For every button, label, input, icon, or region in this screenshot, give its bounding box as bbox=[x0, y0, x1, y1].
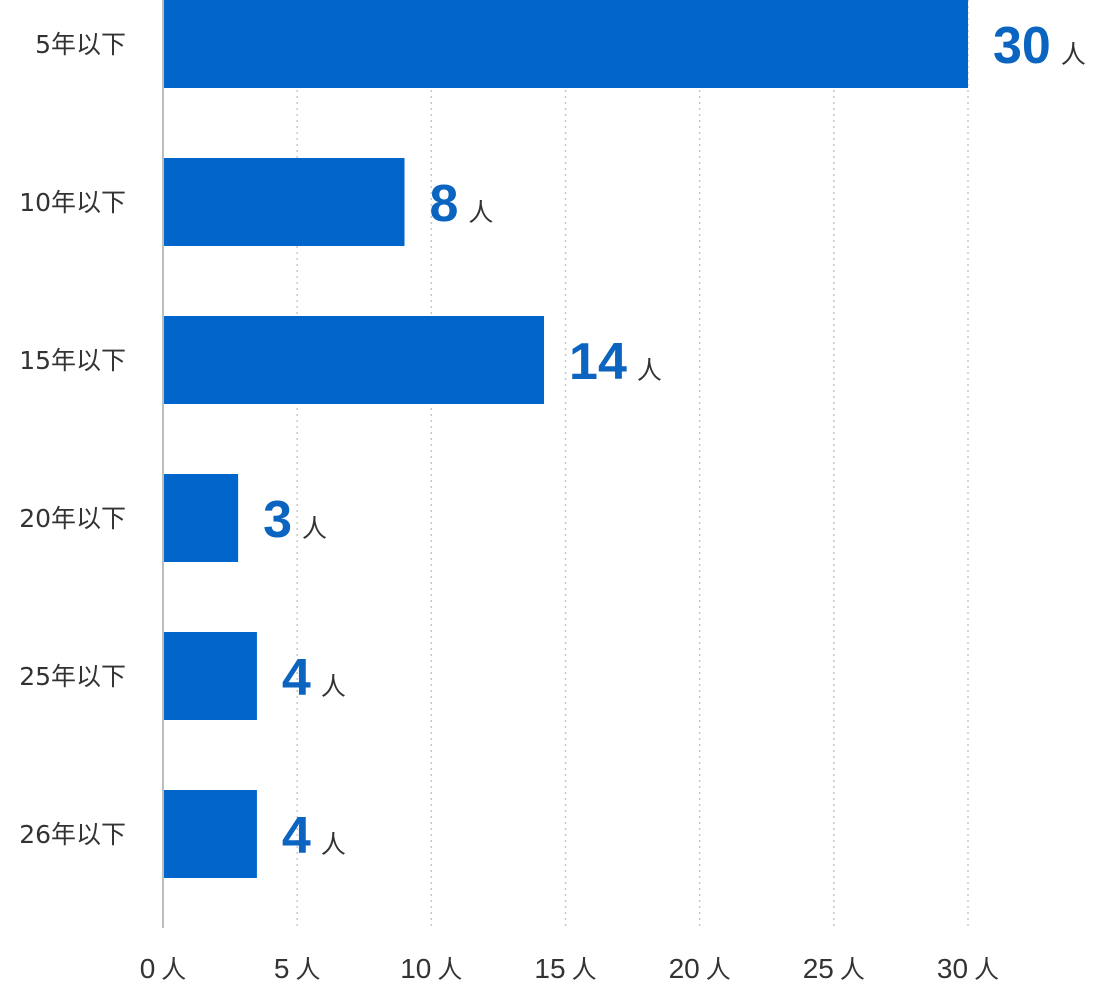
tick-value: 5 bbox=[274, 953, 290, 984]
category-labels: 5年以下 10年以下 15年以下 20年以下 25年以下 26年以下 bbox=[19, 30, 126, 849]
data-label: 30 bbox=[993, 17, 1051, 75]
data-label-unit: 人 bbox=[468, 198, 493, 227]
tick-value: 0 bbox=[140, 953, 156, 984]
data-label: 4 bbox=[282, 807, 311, 865]
tick-label: 15 人 bbox=[534, 953, 596, 984]
tick-value: 30 bbox=[937, 953, 968, 984]
data-label: 14 bbox=[569, 333, 627, 391]
category-label: 5年以下 bbox=[35, 30, 126, 59]
tick-value: 25 bbox=[803, 953, 834, 984]
tick-unit: 人 bbox=[161, 955, 186, 984]
data-label: 4 bbox=[282, 649, 311, 707]
category-label: 25年以下 bbox=[19, 662, 126, 691]
category-label: 26年以下 bbox=[19, 820, 126, 849]
data-label-unit: 人 bbox=[1061, 40, 1086, 69]
tick-value: 10 bbox=[400, 953, 431, 984]
data-label: 3 bbox=[263, 491, 292, 549]
x-axis-ticks: 0 人 5 人 10 人 15 人 20 人 25 人 30 人 bbox=[140, 953, 999, 984]
tick-unit: 人 bbox=[295, 955, 320, 984]
tick-label: 30 人 bbox=[937, 953, 999, 984]
tick-value: 20 bbox=[669, 953, 700, 984]
tick-label: 25 人 bbox=[803, 953, 865, 984]
data-label: 8 bbox=[430, 175, 459, 233]
value-labels: 30 人8 人14 人3 人4 人4 人 bbox=[263, 17, 1086, 865]
tick-unit: 人 bbox=[974, 955, 999, 984]
bar bbox=[163, 0, 968, 88]
tick-label: 10 人 bbox=[400, 953, 462, 984]
bar bbox=[163, 316, 545, 404]
tick-unit: 人 bbox=[437, 955, 462, 984]
bar bbox=[163, 632, 257, 720]
data-label-unit: 人 bbox=[321, 672, 346, 701]
grid-layer bbox=[296, 0, 969, 928]
tick-unit: 人 bbox=[706, 955, 731, 984]
category-label: 20年以下 bbox=[19, 504, 126, 533]
tick-value: 15 bbox=[534, 953, 565, 984]
bar bbox=[163, 158, 405, 246]
data-label-unit: 人 bbox=[302, 514, 327, 543]
category-label: 15年以下 bbox=[19, 346, 126, 375]
bar bbox=[163, 790, 257, 878]
data-label-unit: 人 bbox=[321, 830, 346, 859]
data-label-unit: 人 bbox=[637, 356, 662, 385]
tick-label: 20 人 bbox=[669, 953, 731, 984]
bar-layer bbox=[163, 0, 968, 878]
tick-unit: 人 bbox=[840, 955, 865, 984]
tick-unit: 人 bbox=[572, 955, 597, 984]
bar bbox=[163, 474, 239, 562]
category-label: 10年以下 bbox=[19, 188, 126, 217]
